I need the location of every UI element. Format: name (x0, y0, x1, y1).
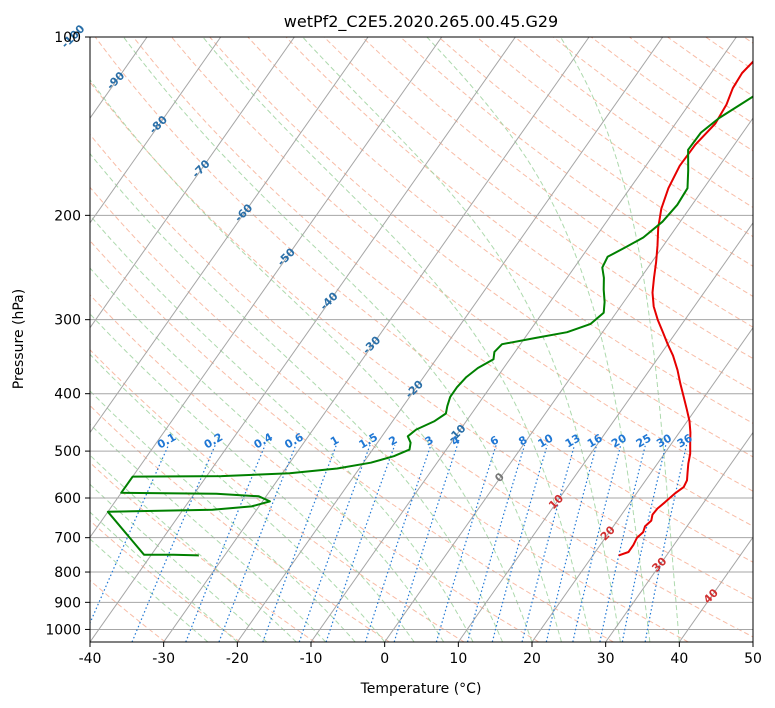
y-tick-label: 600 (54, 491, 81, 507)
moist-adiabat (90, 390, 356, 642)
x-tick-label: 20 (523, 651, 541, 667)
moist-adiabat (90, 313, 415, 642)
plot-background (90, 37, 753, 642)
y-axis-title: Pressure (hPa) (11, 289, 27, 389)
mixing-ratio-line (262, 444, 337, 642)
moist-adiabat (90, 353, 386, 642)
x-tick-label: 50 (744, 651, 762, 667)
dry-adiabat (90, 404, 390, 642)
mixing-ratio-line (131, 444, 216, 642)
y-tick-label: 100 (54, 30, 81, 46)
mixing-ratio-line (298, 444, 371, 642)
x-tick-label: 10 (449, 651, 467, 667)
isotherm (90, 37, 222, 224)
isotherm (457, 222, 753, 642)
y-tick-label: 800 (54, 565, 81, 581)
isotherm (752, 641, 753, 642)
moist-adiabat (90, 152, 503, 642)
isotherm (236, 37, 664, 642)
moist-adiabat (426, 37, 651, 642)
x-tick-label: -10 (300, 651, 323, 667)
plot-frame (89, 36, 754, 643)
isotherm (163, 37, 590, 642)
dry-adiabat (90, 294, 540, 642)
mixing-ratio-line (90, 444, 170, 625)
y-tick-label: 400 (54, 387, 81, 403)
dry-adiabat (90, 240, 614, 642)
moist-adiabat (90, 267, 445, 642)
dry-adiabat (285, 37, 753, 392)
dry-adiabat (90, 133, 753, 638)
mixing-ratio-line (599, 444, 646, 642)
dry-adiabat (90, 579, 166, 642)
mixing-ratio-line (435, 444, 497, 642)
isotherm (90, 37, 369, 434)
mixing-ratio-line (466, 444, 526, 642)
x-tick-label: -30 (152, 651, 175, 667)
chart-title: wetPf2_C2E5.2020.265.00.45.G29 (284, 12, 558, 32)
y-tick-label: 700 (54, 531, 81, 547)
y-tick-label: 900 (54, 595, 81, 611)
dry-adiabat (361, 37, 753, 328)
grid-layer (90, 37, 753, 642)
y-tick-label: 1000 (45, 622, 81, 638)
mixing-ratio-line (545, 444, 598, 642)
dry-adiabat (90, 461, 315, 642)
moist-adiabat (123, 37, 562, 642)
moist-adiabat (302, 37, 621, 642)
isotherm (90, 37, 443, 539)
x-tick-label: 30 (597, 651, 615, 667)
dry-adiabat (94, 37, 753, 563)
y-tick-label: 300 (54, 313, 81, 329)
moist-adiabat (90, 214, 474, 642)
moist-adiabat (202, 37, 592, 642)
isotherm (531, 326, 753, 642)
moist-adiabat (90, 483, 268, 642)
moist-adiabat (90, 79, 533, 642)
tick-layer: -40 -30 -20 -10 0 10 20 30 40 50 100 200 300 400 500 60… (45, 30, 762, 667)
series-layer (106, 60, 753, 557)
x-tick-label: 0 (380, 651, 389, 667)
y-tick-label: 500 (54, 444, 81, 460)
mixing-ratio-line (521, 444, 576, 642)
temperature-profile (618, 60, 753, 557)
isotherm (90, 37, 295, 329)
dry-adiabat (90, 186, 689, 642)
moist-adiabat (90, 538, 209, 642)
mixing-ratio-line (491, 444, 548, 642)
isotherm (678, 536, 753, 642)
x-tick-label: 40 (670, 651, 688, 667)
dewpoint-profile (106, 95, 753, 557)
isotherm (90, 37, 516, 642)
x-tick-label: -20 (226, 651, 249, 667)
mixing-ratio-line (572, 444, 622, 642)
dry-adiabat (90, 81, 753, 600)
y-tick-label: 200 (54, 208, 81, 224)
dry-adiabat (209, 37, 753, 458)
moist-adiabat (560, 37, 680, 642)
dry-adiabat (171, 37, 753, 492)
dry-adiabat (323, 37, 753, 360)
x-axis-title: Temperature (°C) (360, 681, 482, 697)
moist-adiabat (90, 423, 327, 642)
isotherm (384, 117, 753, 642)
mixing-ratio-line (644, 444, 688, 642)
x-tick-label: -40 (79, 651, 102, 667)
mixing-ratio-line (393, 444, 458, 642)
isotherm (605, 431, 753, 642)
mixing-ratio-line (621, 444, 667, 642)
